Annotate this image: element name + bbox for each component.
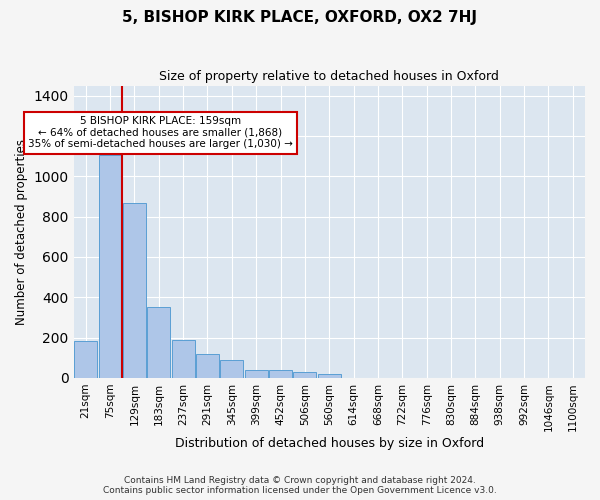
Bar [220, 360, 244, 378]
Y-axis label: Number of detached properties: Number of detached properties [15, 139, 28, 325]
Text: Contains HM Land Registry data © Crown copyright and database right 2024.
Contai: Contains HM Land Registry data © Crown c… [103, 476, 497, 495]
Bar [147, 308, 170, 378]
Bar [245, 370, 268, 378]
Bar [172, 340, 195, 378]
Bar [98, 155, 122, 378]
X-axis label: Distribution of detached houses by size in Oxford: Distribution of detached houses by size … [175, 437, 484, 450]
Bar [196, 354, 219, 378]
Text: 5, BISHOP KIRK PLACE, OXFORD, OX2 7HJ: 5, BISHOP KIRK PLACE, OXFORD, OX2 7HJ [122, 10, 478, 25]
Bar [269, 370, 292, 378]
Bar [293, 372, 316, 378]
Bar [123, 202, 146, 378]
Title: Size of property relative to detached houses in Oxford: Size of property relative to detached ho… [160, 70, 499, 83]
Bar [74, 340, 97, 378]
Text: 5 BISHOP KIRK PLACE: 159sqm
← 64% of detached houses are smaller (1,868)
35% of : 5 BISHOP KIRK PLACE: 159sqm ← 64% of det… [28, 116, 293, 150]
Bar [318, 374, 341, 378]
